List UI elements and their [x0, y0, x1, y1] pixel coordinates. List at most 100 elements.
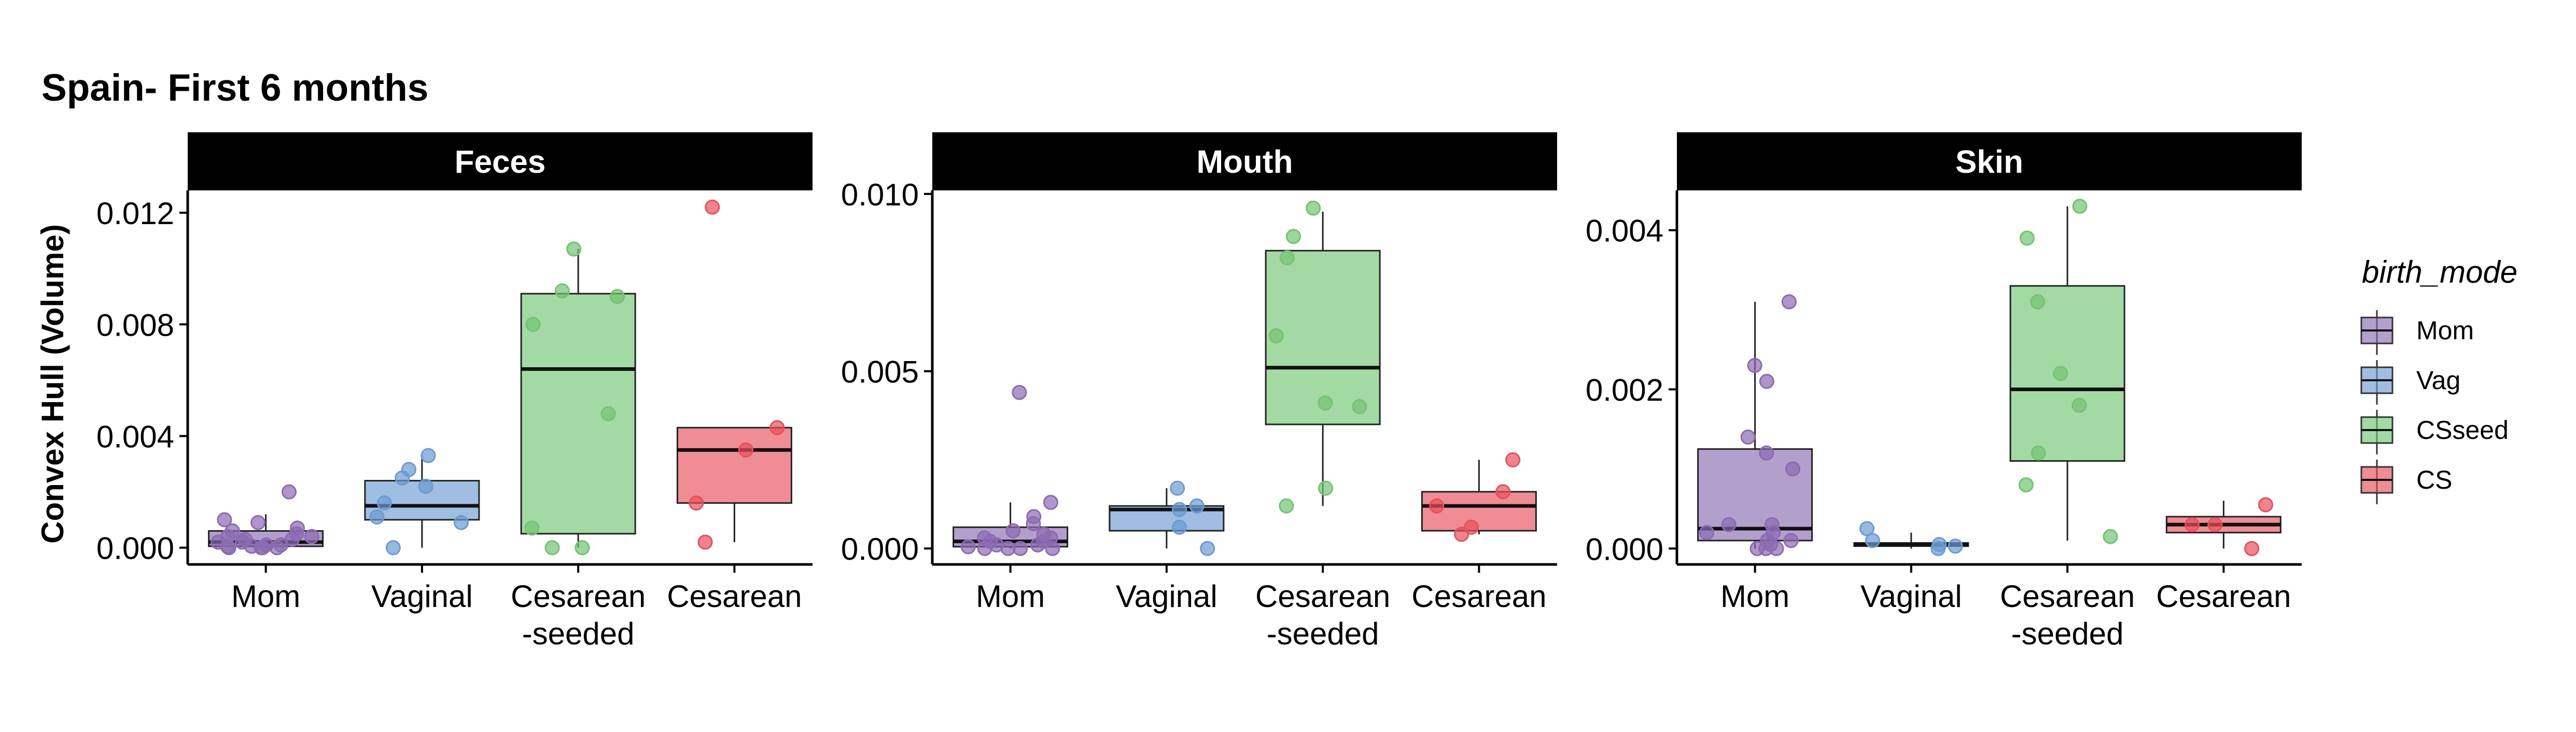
box-body [520, 293, 636, 535]
box-cesarean [2165, 497, 2281, 556]
data-point [689, 495, 704, 511]
box-mom [953, 385, 1069, 556]
y-tick-label: 0.004 [1586, 214, 1663, 248]
box-vaginal [1853, 521, 1969, 556]
legend-items: Mom Vag CSseed CS [2360, 310, 2509, 504]
x-tick-label: Vaginal [371, 579, 473, 614]
data-point [1699, 525, 1715, 541]
data-point [1318, 395, 1333, 411]
x-tick-label: Cesarean [1411, 579, 1546, 614]
data-point [2185, 517, 2200, 532]
legend-label: Mom [2416, 316, 2474, 345]
data-point [421, 448, 436, 463]
data-point [1279, 498, 1294, 514]
data-point [1012, 385, 1027, 400]
data-point [217, 512, 232, 528]
x-tick-label: Mom [1720, 579, 1789, 614]
data-point [1740, 430, 1756, 445]
data-point [1769, 541, 1784, 556]
strip-label: Feces [455, 144, 546, 180]
box-mom [208, 484, 324, 556]
data-point [2258, 497, 2273, 513]
y-tick-label: 0.002 [1586, 373, 1663, 408]
x-tick-label: Cesarean [667, 579, 802, 614]
data-point [1721, 517, 1737, 532]
x-tick-label: Cesarean [511, 579, 646, 614]
box-cesarean [676, 199, 792, 550]
panel-feces: Feces 0.000 0.004 0.008 0.012 Mom Vaginal Cesar… [96, 132, 813, 651]
data-point [1948, 538, 1963, 554]
data-point [566, 241, 582, 257]
strip-label: Skin [1955, 144, 2023, 180]
data-point [418, 478, 433, 494]
data-point [1268, 328, 1284, 343]
y-tick-label: 0.012 [96, 196, 174, 231]
data-point [524, 520, 540, 536]
data-point [385, 540, 401, 556]
data-point [304, 529, 319, 544]
data-point [2072, 199, 2088, 214]
box-cesarean-seeded [520, 241, 636, 556]
data-point [1280, 250, 1295, 266]
x-tick-label: Vaginal [1116, 579, 1217, 614]
legend-label: CS [2416, 465, 2452, 494]
data-point [1495, 484, 1511, 500]
data-point [1045, 541, 1060, 556]
x-tick-label: Mom [976, 579, 1045, 614]
box-body [676, 426, 792, 504]
data-point [2018, 477, 2034, 493]
data-point [369, 509, 385, 525]
legend-title: birth_mode [2362, 255, 2517, 289]
data-point [1030, 537, 1045, 553]
data-point [282, 484, 297, 500]
data-point [1189, 498, 1205, 514]
x-tick-label: Cesarean [1255, 579, 1390, 614]
x-tick-label: Vaginal [1860, 579, 1962, 614]
data-point [2207, 517, 2223, 532]
data-point [1005, 523, 1021, 538]
x-tick-label: -seeded [1267, 616, 1379, 651]
box-cesarean [1421, 452, 1537, 542]
y-tick-label: 0.010 [841, 177, 919, 212]
x-tick-label: -seeded [2011, 616, 2124, 651]
data-point [769, 420, 785, 435]
data-point [1759, 374, 1774, 389]
data-point [600, 406, 616, 421]
data-point [1429, 498, 1445, 514]
box-cesarean-seeded [1265, 200, 1381, 514]
data-point [1454, 527, 1469, 542]
data-point [1306, 200, 1321, 216]
x-tick-label: Cesarean [2156, 579, 2291, 614]
y-tick-label: 0.000 [1586, 532, 1663, 567]
legend-item-csseed: CSseed [2360, 410, 2509, 454]
box-body [1265, 250, 1381, 425]
data-point [221, 540, 236, 556]
data-point [255, 540, 270, 556]
legend-item-mom: Mom [2360, 310, 2474, 355]
data-point [376, 495, 392, 511]
data-point [453, 515, 469, 530]
data-point [2053, 366, 2068, 381]
data-point [269, 540, 285, 556]
data-point [1170, 480, 1185, 496]
box-cesarean-seeded [2009, 199, 2125, 544]
data-point [1785, 461, 1801, 477]
x-tick-label: Mom [231, 579, 300, 614]
data-point [697, 534, 713, 550]
x-tick-label: -seeded [522, 616, 635, 651]
strip-background [188, 132, 813, 190]
data-point [1013, 541, 1028, 556]
data-point [2030, 294, 2046, 310]
legend-label: Vag [2416, 366, 2460, 395]
data-point [1783, 533, 1799, 548]
data-point [2071, 397, 2087, 413]
data-point [2244, 541, 2260, 556]
x-tick-label: Cesarean [2000, 579, 2135, 614]
data-point [1043, 494, 1058, 510]
data-point [250, 515, 266, 530]
data-point [1200, 541, 1215, 556]
data-point [705, 199, 720, 215]
